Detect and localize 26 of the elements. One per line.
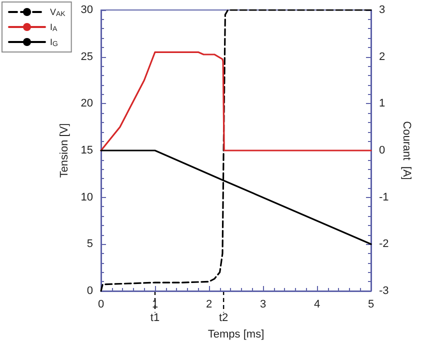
y2-tick-label: 0	[379, 144, 386, 156]
y2-tick-label: 3	[379, 4, 386, 16]
y-tick-label: 20	[80, 98, 93, 110]
y2-tick-label: -1	[379, 191, 389, 204]
y-tick-label: 5	[86, 238, 93, 250]
y2-axis-title: Courant [A]	[400, 121, 412, 180]
x-axis-title: Temps [ms]	[208, 328, 264, 340]
y2-tick-label: 1	[379, 98, 386, 110]
x-tick-label: 0	[98, 298, 104, 310]
x-tick-label: 2	[206, 298, 212, 310]
x-tick-label: 1	[152, 298, 158, 310]
y-tick-label: 0	[86, 285, 93, 297]
y2-tick-label: 2	[379, 50, 386, 63]
x-tick-label: 4	[314, 298, 320, 310]
x-tick-label: 5	[368, 298, 374, 310]
y-tick-label: 15	[80, 144, 93, 156]
y2-tick-label: -3	[379, 285, 389, 297]
x-tick-label: 3	[260, 298, 266, 310]
y-tick-label: 10	[80, 191, 93, 204]
y2-tick-label: -2	[379, 238, 389, 250]
line-series	[100, 51, 372, 152]
y-tick-label: 25	[80, 50, 93, 63]
y-tick-label: 30	[80, 4, 93, 16]
y-axis-title: Tension [V]	[58, 123, 70, 178]
ref-line-label: t1	[150, 312, 160, 324]
ref-line-label: t2	[218, 312, 228, 324]
